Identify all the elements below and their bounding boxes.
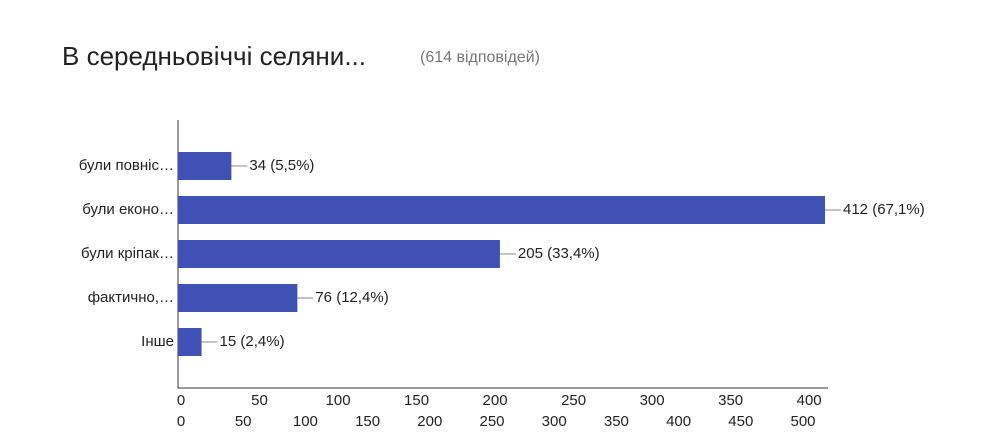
x-tick-label: 50 (251, 392, 268, 409)
bar (178, 240, 500, 268)
x-tick-label: 350 (718, 392, 743, 409)
x2-tick-label: 0 (177, 413, 185, 430)
x-tick-label: 250 (561, 392, 586, 409)
category-label: Інше (141, 333, 174, 350)
category-label: були еконо… (82, 201, 174, 218)
x2-tick-label: 300 (542, 413, 567, 430)
value-label: 15 (2,4%) (220, 333, 285, 350)
x2-tick-label: 500 (790, 413, 815, 430)
category-label: були повніс… (79, 157, 174, 174)
chart-subtitle: (614 відповідей) (420, 49, 540, 66)
x-tick-label: 300 (640, 392, 665, 409)
x2-tick-label: 450 (728, 413, 753, 430)
value-label: 34 (5,5%) (249, 157, 314, 174)
bar (178, 328, 202, 356)
x-tick-label: 400 (797, 392, 822, 409)
category-label: фактично,… (88, 289, 174, 306)
x2-tick-label: 350 (604, 413, 629, 430)
value-label: 205 (33,4%) (518, 245, 600, 262)
value-label: 76 (12,4%) (315, 289, 388, 306)
x2-tick-label: 250 (479, 413, 504, 430)
x2-tick-label: 100 (293, 413, 318, 430)
x-tick-label: 100 (326, 392, 351, 409)
x2-tick-label: 200 (417, 413, 442, 430)
x-tick-label: 150 (404, 392, 429, 409)
bar (178, 152, 232, 180)
x2-tick-label: 400 (666, 413, 691, 430)
chart-title: В середньовіччі селяни... (62, 41, 366, 71)
bar (178, 284, 298, 312)
x2-tick-label: 50 (235, 413, 252, 430)
category-label: були кріпак… (81, 245, 174, 262)
value-label: 412 (67,1%) (843, 201, 925, 218)
x2-tick-label: 150 (355, 413, 380, 430)
x-tick-label: 200 (483, 392, 508, 409)
x-tick-label: 0 (177, 392, 185, 409)
bar (178, 196, 825, 224)
